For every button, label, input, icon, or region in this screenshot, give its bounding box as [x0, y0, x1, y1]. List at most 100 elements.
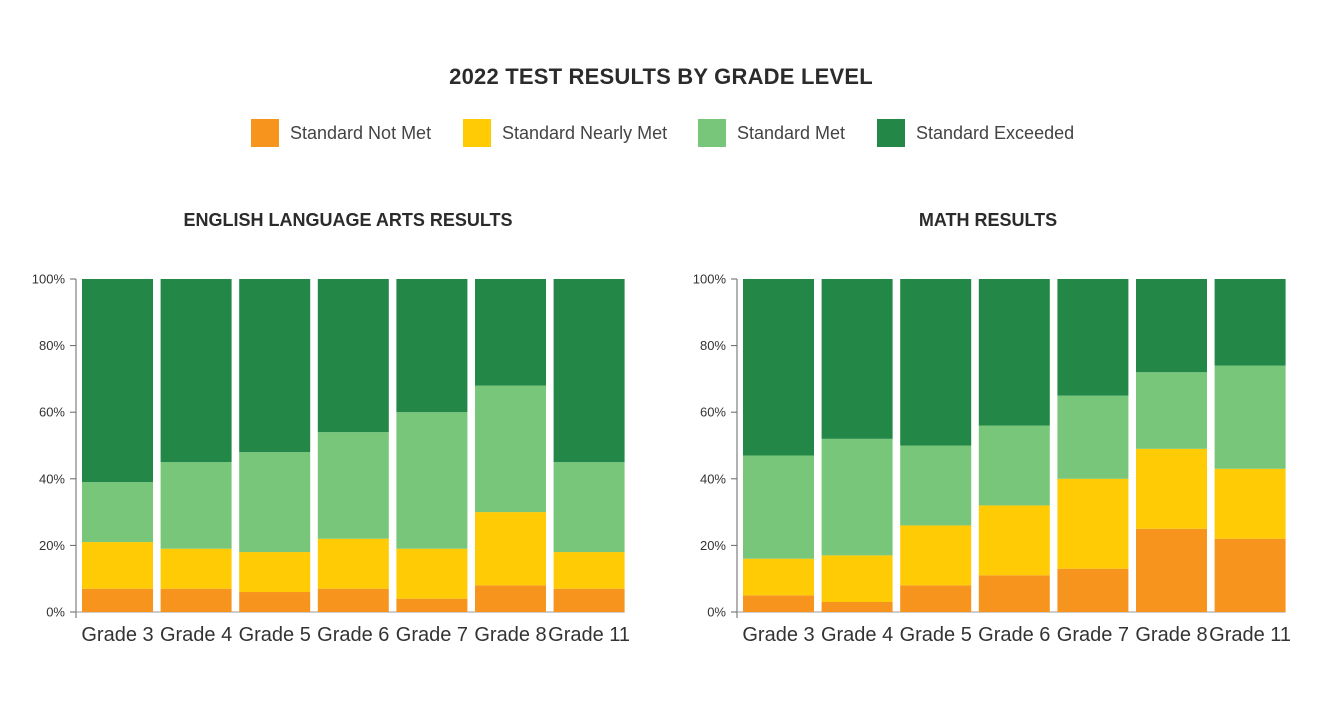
- bar-segment-standard-not-met[interactable]: [239, 592, 311, 612]
- ela-chart-title: ENGLISH LANGUAGE ARTS RESULTS: [183, 210, 513, 230]
- ela-results-chart: 0% 20% 40% 60% 80% 100% Grade 3 Grade 4 Grade 5 G…: [32, 272, 630, 647]
- bar-segment-standard-met[interactable]: [160, 462, 232, 549]
- bar-segment-standard-met[interactable]: [475, 385, 546, 513]
- bar-segment-standard-exceeded[interactable]: [978, 279, 1050, 426]
- y-tick-label: 20%: [39, 538, 65, 553]
- legend-label: Standard Nearly Met: [502, 122, 668, 143]
- bar-segment-standard-not-met[interactable]: [396, 598, 468, 612]
- legend: Standard Not Met Standard Nearly Met Sta…: [0, 118, 1322, 148]
- bar-segment-standard-nearly-met[interactable]: [1057, 478, 1129, 569]
- legend-swatch-exceeded: [877, 119, 905, 147]
- bar-segment-standard-nearly-met[interactable]: [1214, 468, 1286, 539]
- x-tick-label: Grade 11: [1209, 624, 1291, 646]
- bar-segment-standard-exceeded[interactable]: [1057, 279, 1129, 396]
- bar-segment-standard-exceeded[interactable]: [239, 279, 311, 453]
- x-tick-label: Grade 5: [239, 624, 311, 646]
- legend-item-not-met[interactable]: Standard Not Met: [251, 118, 431, 148]
- bar-segment-standard-met[interactable]: [1214, 365, 1286, 469]
- y-tick-label: 20%: [700, 538, 726, 553]
- y-tick-label: 60%: [39, 405, 65, 420]
- bar-segment-standard-exceeded[interactable]: [900, 279, 972, 446]
- y-tick-label: 60%: [700, 405, 726, 420]
- x-tick-label: Grade 6: [317, 624, 389, 646]
- bar-segment-standard-met[interactable]: [900, 445, 972, 526]
- bar-segment-standard-exceeded[interactable]: [743, 279, 814, 456]
- bar-segment-standard-met[interactable]: [396, 412, 468, 549]
- bar-segment-standard-not-met[interactable]: [475, 585, 546, 612]
- y-tick-label: 80%: [39, 338, 65, 353]
- y-tick-label: 40%: [39, 471, 65, 486]
- legend-swatch-nearly-met: [463, 119, 491, 147]
- legend-item-exceeded[interactable]: Standard Exceeded: [877, 118, 1074, 148]
- x-tick-label: Grade 8: [1135, 624, 1207, 646]
- x-tick-label: Grade 6: [978, 624, 1050, 646]
- bar-segment-standard-not-met[interactable]: [82, 588, 153, 612]
- y-tick-label: 0%: [707, 605, 726, 620]
- bar-segment-standard-nearly-met[interactable]: [396, 548, 468, 599]
- bar-segment-standard-nearly-met[interactable]: [743, 558, 814, 596]
- bar-segment-standard-not-met[interactable]: [1136, 528, 1207, 612]
- bar-segment-standard-nearly-met[interactable]: [553, 552, 625, 589]
- bar-segment-standard-exceeded[interactable]: [1214, 279, 1286, 366]
- y-tick-label: 100%: [32, 272, 66, 287]
- bar-segment-standard-exceeded[interactable]: [821, 279, 893, 439]
- bar-segment-standard-met[interactable]: [317, 432, 389, 539]
- x-tick-label: Grade 4: [821, 624, 893, 646]
- bar-segment-standard-nearly-met[interactable]: [82, 542, 153, 589]
- y-tick-label: 0%: [46, 605, 65, 620]
- bar-segment-standard-nearly-met[interactable]: [900, 525, 972, 586]
- legend-label: Standard Exceeded: [916, 122, 1075, 143]
- legend-swatch-not-met: [251, 119, 279, 147]
- x-tick-label: Grade 8: [474, 624, 546, 646]
- bar-segment-standard-not-met[interactable]: [1214, 538, 1286, 612]
- bar-segment-standard-not-met[interactable]: [160, 588, 232, 612]
- bar-segment-standard-met[interactable]: [553, 462, 625, 553]
- bar-segment-standard-met[interactable]: [1057, 395, 1129, 479]
- bar-segment-standard-not-met[interactable]: [743, 595, 814, 612]
- bar-segment-standard-met[interactable]: [978, 425, 1050, 506]
- x-tick-label: Grade 5: [900, 624, 972, 646]
- legend-label: Standard Met: [737, 122, 846, 143]
- page-title: 2022 TEST RESULTS BY GRADE LEVEL: [449, 64, 873, 89]
- bar-segment-standard-exceeded[interactable]: [82, 279, 153, 483]
- bar-segment-standard-exceeded[interactable]: [553, 279, 625, 463]
- bar-segment-standard-nearly-met[interactable]: [978, 505, 1050, 576]
- legend-item-nearly-met[interactable]: Standard Nearly Met: [463, 118, 667, 148]
- bar-segment-standard-exceeded[interactable]: [475, 279, 546, 386]
- math-results-chart: 0% 20% 40% 60% 80% 100% Grade 3 Grade 4 Grade 5 G…: [693, 272, 1291, 647]
- x-tick-label: Grade 3: [81, 624, 153, 646]
- x-tick-label: Grade 3: [742, 624, 814, 646]
- bar-segment-standard-met[interactable]: [743, 455, 814, 559]
- bar-segment-standard-nearly-met[interactable]: [1136, 448, 1207, 529]
- x-tick-label: Grade 7: [396, 624, 468, 646]
- legend-item-met[interactable]: Standard Met: [698, 118, 845, 148]
- bar-segment-standard-exceeded[interactable]: [396, 279, 468, 413]
- y-tick-label: 40%: [700, 471, 726, 486]
- math-chart-title: MATH RESULTS: [918, 210, 1058, 230]
- bar-segment-standard-met[interactable]: [82, 482, 153, 543]
- bar-segment-standard-not-met[interactable]: [978, 575, 1050, 612]
- y-tick-label: 80%: [700, 338, 726, 353]
- bar-segment-standard-exceeded[interactable]: [160, 279, 232, 463]
- legend-swatch-met: [698, 119, 726, 147]
- legend-label: Standard Not Met: [290, 122, 432, 143]
- bar-segment-standard-nearly-met[interactable]: [160, 548, 232, 589]
- bar-segment-standard-nearly-met[interactable]: [475, 512, 546, 586]
- x-tick-label: Grade 7: [1057, 624, 1129, 646]
- bar-segment-standard-not-met[interactable]: [821, 602, 893, 612]
- x-tick-label: Grade 11: [548, 624, 630, 646]
- bar-segment-standard-not-met[interactable]: [1057, 568, 1129, 612]
- bar-segment-standard-met[interactable]: [239, 452, 311, 553]
- x-tick-label: Grade 4: [160, 624, 232, 646]
- bar-segment-standard-met[interactable]: [1136, 372, 1207, 449]
- bar-segment-standard-not-met[interactable]: [317, 588, 389, 612]
- bar-segment-standard-not-met[interactable]: [553, 588, 625, 612]
- bar-segment-standard-nearly-met[interactable]: [239, 552, 311, 593]
- bar-segment-standard-nearly-met[interactable]: [821, 555, 893, 603]
- bar-segment-standard-exceeded[interactable]: [317, 279, 389, 433]
- bar-segment-standard-met[interactable]: [821, 438, 893, 556]
- bar-segment-standard-nearly-met[interactable]: [317, 538, 389, 589]
- bar-segment-standard-exceeded[interactable]: [1136, 279, 1207, 373]
- bar-segment-standard-not-met[interactable]: [900, 585, 972, 612]
- y-tick-label: 100%: [693, 272, 727, 287]
